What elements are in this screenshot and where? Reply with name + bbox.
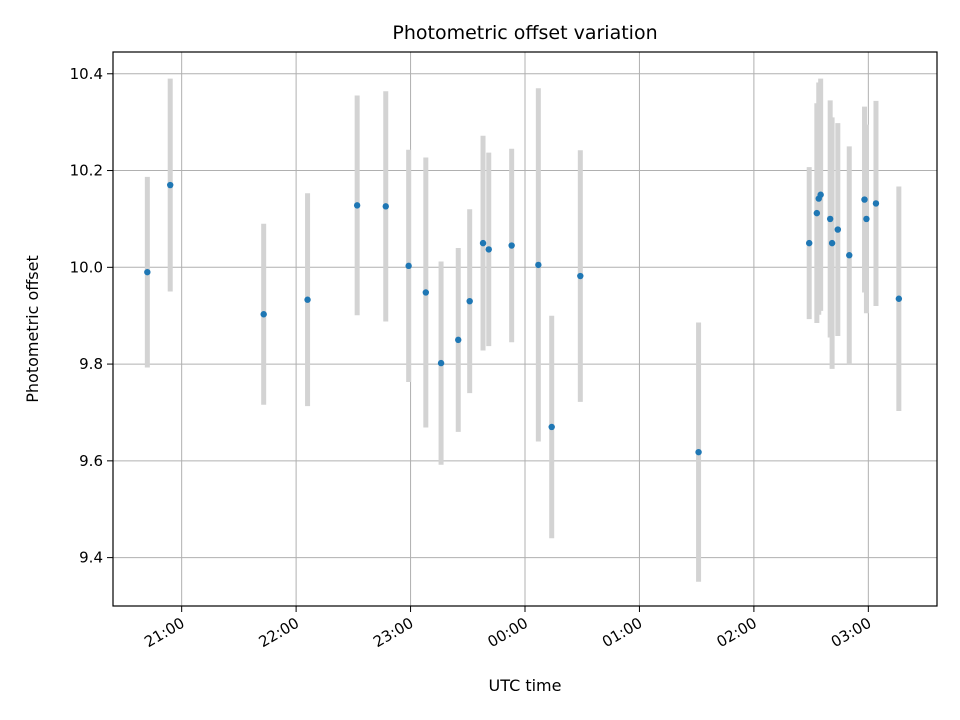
y-tick-label: 10.4 <box>70 65 103 83</box>
data-point <box>817 191 824 198</box>
y-axis-ticks: 9.4 9.6 9.8 10.0 10.2 10.4 <box>70 65 113 567</box>
data-point <box>455 336 462 344</box>
data-point <box>846 252 853 259</box>
data-point <box>834 226 842 233</box>
y-tick-label: 10.0 <box>70 258 103 276</box>
y-tick-label: 9.8 <box>79 355 103 373</box>
data-point <box>260 311 267 318</box>
y-axis-label: Photometric offset <box>23 255 42 403</box>
data-point <box>382 203 389 210</box>
data-point <box>479 239 487 247</box>
data-point <box>144 268 151 276</box>
data-point <box>828 239 836 247</box>
data-point <box>167 181 174 189</box>
data-point <box>548 423 555 431</box>
data-point <box>577 272 584 280</box>
data-point <box>466 297 473 305</box>
data-point <box>422 289 430 296</box>
data-points <box>144 181 903 456</box>
y-tick-label: 9.4 <box>79 549 103 567</box>
data-point <box>405 262 412 270</box>
data-point <box>535 261 542 269</box>
data-point <box>813 209 821 217</box>
y-tick-label: 9.6 <box>79 452 103 470</box>
y-tick-label: 10.2 <box>70 162 103 180</box>
data-point <box>895 295 903 302</box>
data-point <box>695 448 702 456</box>
data-point <box>437 359 445 367</box>
data-point <box>353 202 361 209</box>
chart-title: Photometric offset variation <box>392 22 657 44</box>
data-point <box>806 239 813 247</box>
data-point <box>304 296 311 303</box>
data-point <box>861 196 868 203</box>
data-point <box>863 215 870 223</box>
data-point <box>826 215 834 223</box>
data-point <box>872 200 880 207</box>
data-point <box>485 246 492 253</box>
x-axis-label: UTC time <box>489 676 562 695</box>
data-point <box>508 242 515 249</box>
